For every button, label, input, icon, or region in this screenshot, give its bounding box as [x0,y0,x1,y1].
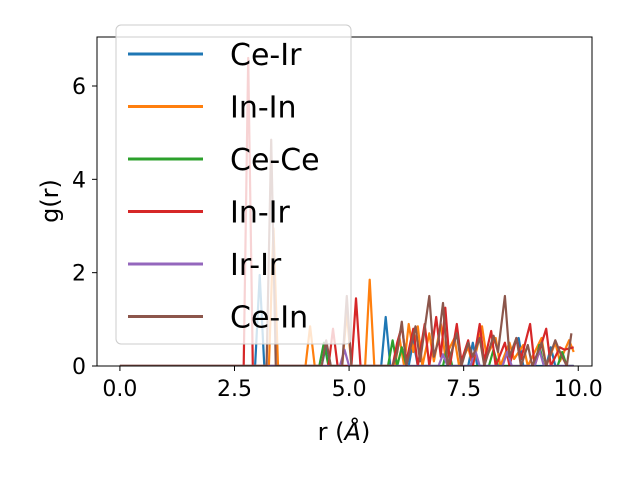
x-axis-label: r (Å) [318,417,371,446]
series-layer [119,56,575,366]
x-tick-label: 0.0 [102,377,137,402]
legend-label-4: Ir-Ir [230,248,282,283]
x-tick-label: 2.5 [217,377,252,402]
legend: Ce-Ir In-In Ce-Ce In-Ir Ir-Ir Ce-In [115,24,352,345]
y-tick-label: 6 [72,75,86,100]
legend-label-3: In-Ir [230,196,291,231]
y-axis-label: g(r) [36,179,64,223]
y-tick-label: 0 [72,355,86,380]
x-axis-label-close: ) [361,418,370,446]
y-tick-label: 2 [72,262,86,287]
y-axis-ticks: 0 2 4 6 [72,75,97,380]
legend-label-0: Ce-Ir [230,38,302,73]
series-line-3 [119,56,574,366]
x-tick-label: 5.0 [332,377,367,402]
x-axis-label-unit: Å [343,417,361,446]
legend-label-5: Ce-In [230,301,308,336]
x-axis-ticks: 0.0 2.5 5.0 7.5 10.0 [102,366,603,402]
y-tick-label: 4 [72,168,86,193]
legend-label-1: In-In [230,91,297,126]
series-line-5 [119,138,573,366]
x-axis-label-text: r ( [318,418,345,446]
x-tick-label: 7.5 [446,377,481,402]
legend-label-2: Ce-Ce [230,143,320,178]
x-tick-label: 10.0 [554,377,603,402]
